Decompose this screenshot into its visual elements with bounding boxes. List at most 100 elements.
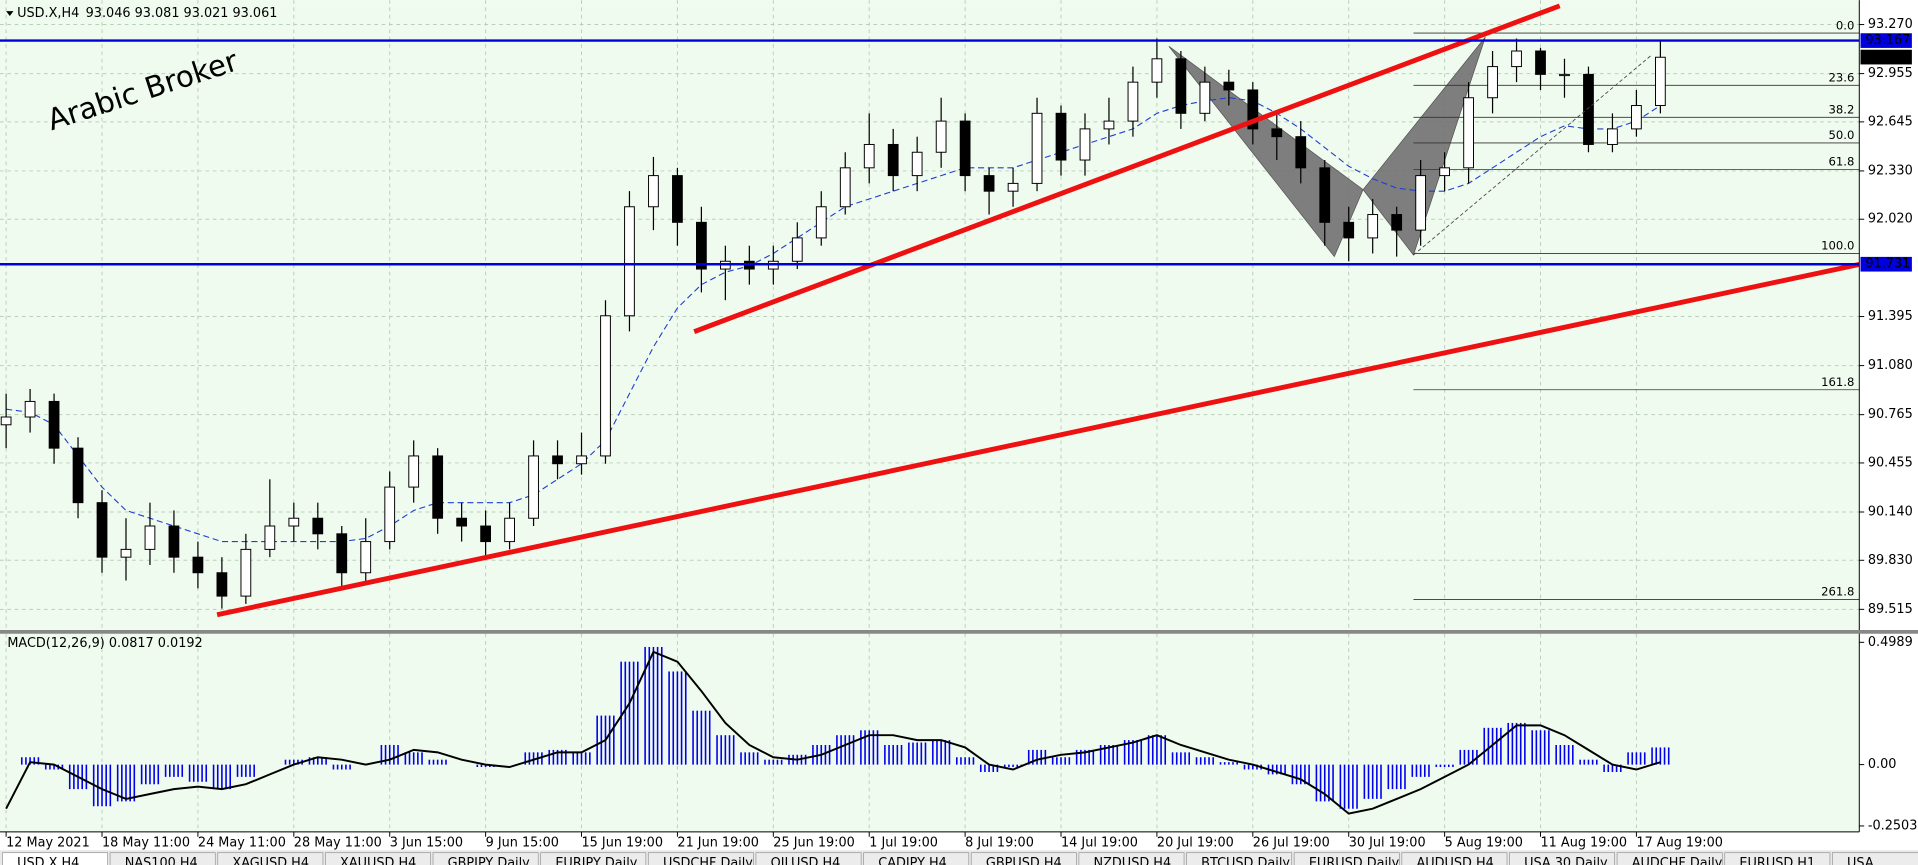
candle-body bbox=[648, 175, 659, 208]
y-tick-label: 90.765 bbox=[1868, 407, 1913, 422]
candle-body bbox=[144, 525, 156, 550]
x-tick-label: 12 May 2021 bbox=[6, 835, 90, 850]
x-tick-label: 17 Aug 19:00 bbox=[1636, 835, 1723, 850]
fib-label: 261.8 bbox=[1821, 585, 1854, 599]
tab[interactable] bbox=[1616, 852, 1723, 865]
symbol-title: USD.X,H4 bbox=[17, 6, 79, 21]
y-tick-label: 90.140 bbox=[1868, 505, 1913, 520]
candle-body bbox=[504, 517, 515, 543]
x-tick-label: 11 Aug 19:00 bbox=[1541, 835, 1628, 850]
candle-body bbox=[528, 455, 539, 519]
tab[interactable] bbox=[109, 852, 216, 865]
tab-label[interactable]: EURUSD,H1 bbox=[1739, 856, 1815, 865]
tab[interactable] bbox=[1724, 852, 1831, 865]
tab-label[interactable]: GBPUSD,H4 bbox=[986, 856, 1062, 865]
candle-body bbox=[408, 455, 420, 488]
tab-label[interactable]: EURJPY,Daily bbox=[555, 856, 637, 865]
macd-plot-bg bbox=[0, 633, 1860, 832]
candle-body bbox=[1511, 50, 1522, 68]
tab-label[interactable]: CADJPY,H4 bbox=[878, 856, 947, 865]
tab-label[interactable]: USA 30,Daily bbox=[1524, 856, 1608, 865]
candle-body bbox=[1127, 81, 1139, 122]
tab-label[interactable]: AUDCHF,Daily bbox=[1632, 856, 1723, 865]
x-tick-label: 25 Jun 19:00 bbox=[773, 835, 855, 850]
tab[interactable] bbox=[2, 852, 109, 865]
x-tick-label: 3 Jun 15:00 bbox=[390, 835, 463, 850]
candle-body bbox=[983, 175, 995, 192]
candle-body bbox=[1007, 182, 1019, 192]
y-tick-label: 89.515 bbox=[1868, 602, 1913, 617]
tab[interactable] bbox=[432, 852, 539, 865]
harmonic-pattern bbox=[1362, 36, 1486, 256]
tab-label[interactable]: NZDUSD,H4 bbox=[1094, 856, 1172, 865]
moving-average bbox=[6, 97, 1661, 543]
tab-label[interactable]: GBPJPY,Daily bbox=[448, 856, 530, 865]
x-tick-label: 30 Jul 19:00 bbox=[1349, 835, 1426, 850]
tab[interactable] bbox=[1509, 852, 1616, 865]
tab-label[interactable]: XAGUSD,H4 bbox=[232, 856, 309, 865]
candle-body bbox=[887, 143, 899, 177]
x-tick-label: 15 Jun 19:00 bbox=[582, 835, 664, 850]
candle-body bbox=[72, 447, 84, 504]
tab[interactable] bbox=[1832, 852, 1918, 865]
candle-body bbox=[1391, 214, 1403, 231]
candle-body bbox=[0, 416, 12, 426]
tab[interactable] bbox=[647, 852, 754, 865]
tab-label[interactable]: USDCHF,Daily bbox=[663, 856, 753, 865]
y-tick-label: 0.4989 bbox=[1868, 635, 1913, 650]
tab[interactable] bbox=[1401, 852, 1508, 865]
y-tick-label: 91.395 bbox=[1868, 309, 1913, 324]
tab[interactable] bbox=[1293, 852, 1400, 865]
tab-label[interactable]: USA bbox=[1847, 856, 1874, 865]
tab[interactable] bbox=[1078, 852, 1185, 865]
candle-body bbox=[1415, 175, 1427, 231]
candle-body bbox=[839, 167, 851, 208]
tab[interactable] bbox=[755, 852, 862, 865]
candle-body bbox=[1487, 66, 1498, 99]
candle-body bbox=[1199, 81, 1211, 114]
tab-label[interactable]: BTCUSD,Daily bbox=[1201, 856, 1290, 865]
candle-body bbox=[863, 143, 875, 169]
candle-body bbox=[1463, 97, 1474, 169]
tab-label[interactable]: USD.X,H4 bbox=[17, 856, 79, 865]
tab[interactable] bbox=[325, 852, 431, 865]
y-tick-label: -0.2503 bbox=[1868, 818, 1918, 833]
candle-body bbox=[480, 525, 491, 543]
main-grid bbox=[0, 0, 1860, 631]
candle-body bbox=[1631, 105, 1642, 130]
candle-body bbox=[288, 517, 300, 527]
x-tick-label: 14 Jul 19:00 bbox=[1061, 835, 1138, 850]
fib-label: 61.8 bbox=[1829, 155, 1855, 169]
level-label-bg bbox=[1860, 33, 1912, 48]
tab-label[interactable]: AUDUSD,H4 bbox=[1416, 856, 1493, 865]
tab-label[interactable]: OILUSD,H4 bbox=[771, 856, 841, 865]
x-tick-label: 21 Jun 19:00 bbox=[677, 835, 759, 850]
candle-body bbox=[216, 572, 228, 597]
candle-body bbox=[1295, 136, 1307, 169]
tab-label[interactable]: NAS100,H4 bbox=[125, 856, 198, 865]
x-tick-label: 20 Jul 19:00 bbox=[1157, 835, 1234, 850]
tab[interactable] bbox=[1186, 852, 1293, 865]
macd-title: MACD(12,26,9) 0.0817 0.0192 bbox=[7, 636, 202, 651]
candle-body bbox=[240, 548, 252, 597]
candle-body bbox=[48, 400, 60, 449]
tab-label[interactable]: XAUUSD,H4 bbox=[340, 856, 416, 865]
tab[interactable] bbox=[540, 852, 647, 865]
candle-body bbox=[384, 486, 396, 543]
tab[interactable] bbox=[217, 852, 324, 865]
menu-arrow[interactable] bbox=[6, 11, 14, 16]
price-label-bg bbox=[1860, 49, 1912, 65]
candle-body bbox=[312, 517, 324, 535]
candle-body bbox=[1175, 58, 1187, 114]
tab[interactable] bbox=[863, 852, 970, 865]
trendline bbox=[216, 261, 1860, 618]
tab-label[interactable]: EURUSD,Daily bbox=[1309, 856, 1400, 865]
y-tick-label: 92.020 bbox=[1868, 212, 1913, 227]
candle-body bbox=[1079, 128, 1091, 161]
y-tick-label: 93.270 bbox=[1868, 17, 1913, 32]
candle-body bbox=[1103, 120, 1115, 130]
tab[interactable] bbox=[970, 852, 1077, 865]
candle-body bbox=[911, 151, 923, 177]
ohlc-label: 93.046 93.081 93.021 93.061 bbox=[86, 6, 278, 21]
